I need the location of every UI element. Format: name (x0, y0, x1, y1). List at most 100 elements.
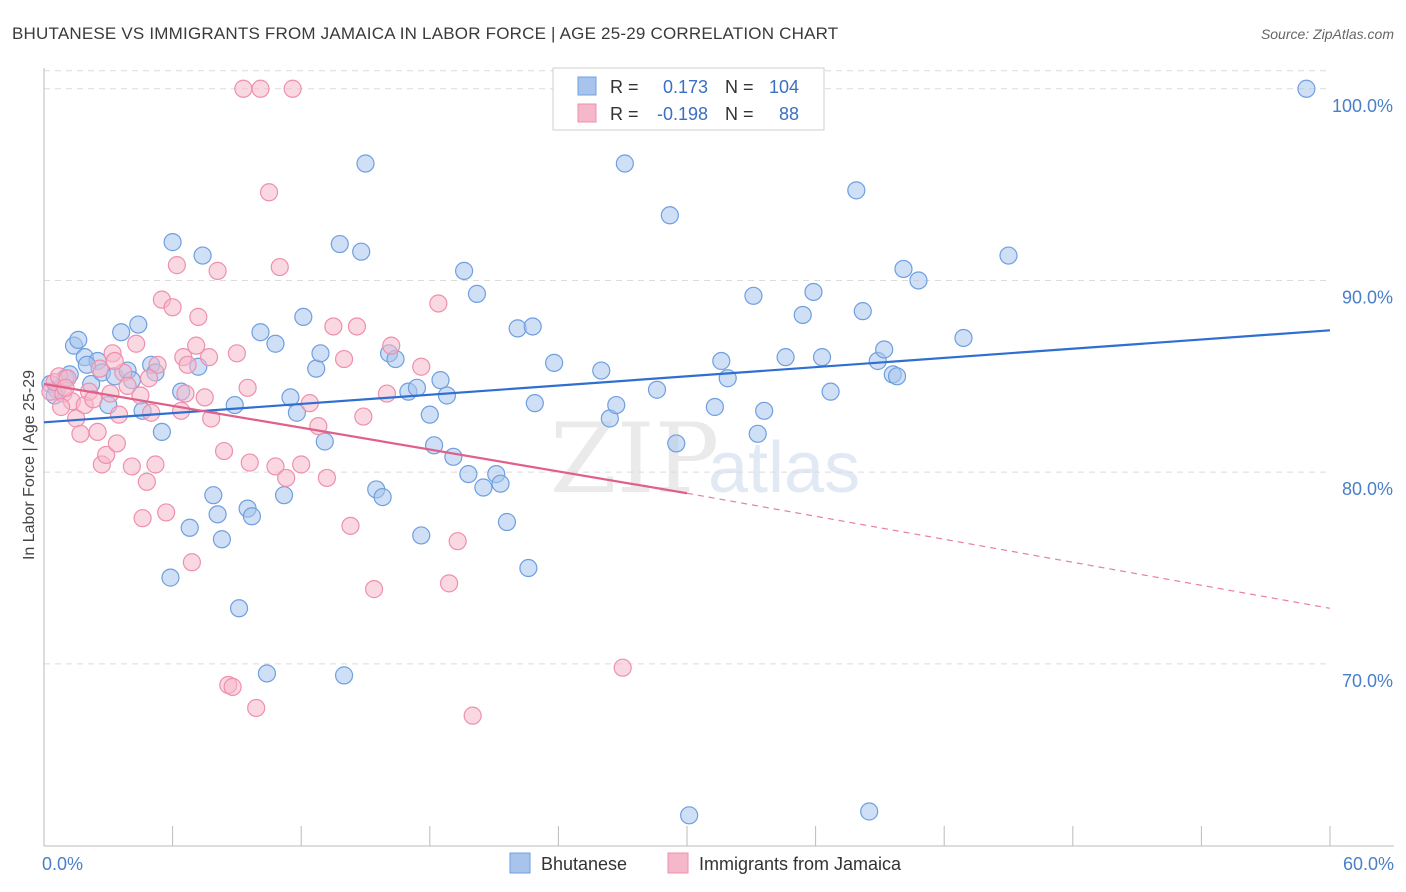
point-bhutanese (204, 486, 223, 505)
point-bhutanese (660, 206, 679, 225)
point-bhutanese (875, 340, 894, 359)
watermark-zip: ZIP (550, 403, 719, 515)
point-jamaica (71, 424, 90, 443)
x-tick-labels: 0.0% 60.0% (42, 854, 1394, 874)
point-bhutanese (491, 474, 510, 493)
point-jamaica (448, 532, 467, 551)
point-bhutanese (954, 328, 973, 348)
point-bhutanese (647, 380, 667, 399)
point-jamaica (105, 351, 124, 371)
point-jamaica (266, 457, 285, 476)
point-bhutanese (129, 315, 148, 334)
point-jamaica (148, 355, 167, 374)
legend-n-value-1: 104 (769, 77, 799, 97)
point-bhutanese (525, 394, 544, 413)
point-bhutanese (812, 348, 832, 367)
point-bhutanese (437, 386, 457, 405)
trend-lines (43, 329, 1331, 609)
point-jamaica (292, 455, 311, 474)
point-bhutanese (307, 359, 326, 378)
watermark: ZIP atlas (550, 403, 860, 515)
series-label-jamaica: Immigrants from Jamaica (699, 854, 902, 874)
point-bhutanese (407, 378, 427, 397)
point-jamaica (613, 658, 632, 677)
legend-r-label-1: R = (610, 77, 639, 97)
point-bhutanese (266, 334, 285, 353)
point-bhutanese (712, 351, 731, 371)
y-axis-label: In Labor Force | Age 25-29 (21, 370, 38, 560)
point-jamaica (167, 256, 186, 275)
point-jamaica (429, 294, 448, 313)
y-tick-label: 90.0% (1342, 287, 1393, 307)
point-bhutanese (909, 271, 928, 290)
point-jamaica (122, 457, 141, 476)
legend-n-value-2: 88 (779, 104, 799, 124)
trend-line-jamaica-extension (686, 492, 1331, 609)
point-jamaica (377, 384, 397, 403)
point-jamaica (240, 453, 259, 472)
series-label-bhutanese: Bhutanese (541, 854, 627, 874)
point-jamaica (90, 359, 109, 378)
point-jamaica (137, 472, 156, 491)
legend-r-value-1: 0.173 (663, 77, 708, 97)
legend-swatch-jamaica (577, 103, 597, 123)
point-bhutanese (281, 388, 300, 407)
point-bhutanese (454, 261, 474, 280)
point-jamaica (84, 390, 103, 409)
point-bhutanese (294, 307, 313, 326)
point-bhutanese (804, 282, 823, 302)
point-bhutanese (545, 353, 564, 372)
point-jamaica (187, 336, 206, 355)
point-jamaica (88, 422, 107, 442)
point-bhutanese (592, 361, 611, 380)
point-jamaica (354, 407, 373, 426)
watermark-atlas: atlas (708, 428, 860, 508)
point-jamaica (195, 388, 214, 407)
point-jamaica (146, 455, 165, 474)
point-bhutanese (1297, 79, 1316, 98)
point-jamaica (283, 79, 302, 98)
point-bhutanese (180, 518, 199, 537)
point-jamaica (189, 307, 208, 326)
stats-legend: R = 0.173 N = 104 R = -0.198 N = 88 (552, 67, 825, 131)
point-jamaica (412, 357, 431, 376)
point-bhutanese (497, 512, 517, 532)
point-bhutanese (163, 233, 182, 252)
point-bhutanese (69, 330, 88, 349)
legend-n-label-1: N = (725, 77, 754, 97)
trend-line-jamaica (43, 382, 688, 495)
point-bhutanese (519, 558, 538, 578)
point-jamaica (109, 405, 129, 424)
scatter-points (41, 79, 1316, 825)
point-jamaica (199, 348, 219, 367)
point-jamaica (208, 261, 227, 280)
grid-lines (44, 70, 1330, 665)
point-bhutanese (523, 317, 542, 336)
point-jamaica (107, 434, 126, 453)
legend-swatch-bhutanese (577, 76, 597, 96)
point-bhutanese (607, 395, 626, 415)
point-bhutanese (193, 246, 212, 265)
trend-line-bhutanese (43, 329, 1331, 424)
point-bhutanese (274, 486, 294, 505)
point-bhutanese (412, 526, 431, 545)
point-bhutanese (152, 422, 171, 442)
point-bhutanese (373, 487, 392, 507)
stats-legend-box (552, 67, 825, 131)
y-tick-label: 70.0% (1342, 671, 1393, 691)
point-jamaica (97, 445, 116, 465)
point-bhutanese (229, 599, 249, 618)
point-bhutanese (225, 395, 244, 415)
x-tick-label-min: 0.0% (42, 854, 83, 874)
point-jamaica (341, 516, 360, 535)
point-jamaica (178, 355, 197, 374)
point-jamaica (142, 403, 161, 422)
point-bhutanese (257, 664, 277, 683)
legend-r-label-2: R = (610, 104, 639, 124)
point-bhutanese (999, 246, 1018, 265)
point-jamaica (247, 698, 266, 718)
point-jamaica (157, 503, 176, 522)
point-jamaica (463, 706, 482, 725)
point-jamaica (127, 334, 146, 353)
point-bhutanese (330, 234, 349, 254)
